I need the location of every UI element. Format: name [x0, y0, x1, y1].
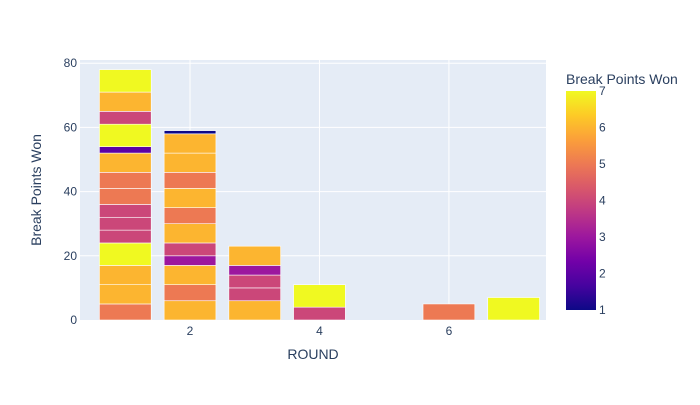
bar-segment-round-2: [163, 172, 217, 189]
colorbar-tick-label: 7: [599, 84, 606, 98]
y-tick-label: 0: [70, 313, 77, 327]
bar-segment-round-2: [163, 300, 217, 321]
colorbar-tick-label: 1: [599, 303, 606, 317]
bar-segment-round-1: [99, 172, 152, 189]
colorbar: [566, 91, 596, 310]
bar-segment-round-2: [163, 265, 217, 285]
y-tick-label: 80: [64, 56, 78, 70]
y-tick-label: 60: [64, 120, 78, 134]
x-tick-label: 2: [187, 324, 194, 338]
colorbar-tick-label: 3: [599, 230, 606, 244]
colorbar-tick-label: 2: [599, 267, 606, 281]
bar-segment-round-1: [99, 69, 152, 93]
bar-segment-round-2: [163, 133, 217, 154]
bar-segment-round-1: [99, 216, 152, 231]
bar-segment-round-2: [163, 223, 217, 244]
bar-segment-round-2: [163, 130, 217, 135]
x-axis-title: ROUND: [287, 346, 338, 362]
bar-segment-round-1: [99, 265, 152, 285]
x-tick-label: 6: [446, 324, 453, 338]
x-tick-label: 4: [316, 324, 323, 338]
y-tick-label: 40: [64, 185, 78, 199]
bar-segment-round-2: [163, 188, 217, 208]
bar-segment-round-1: [99, 111, 152, 125]
bar-segment-round-3: [228, 300, 281, 321]
bar-segment-round-1: [99, 188, 152, 205]
bar-segment-round-1: [99, 242, 152, 266]
bar-segment-round-6: [422, 303, 476, 321]
grid-lines: [80, 60, 546, 320]
bar-segment-round-2: [163, 207, 217, 225]
colorbar-tick-label: 4: [599, 194, 606, 208]
bar-segment-round-1: [99, 204, 152, 218]
x-axis-ticks: 2 4 6: [187, 324, 453, 338]
bar-segment-round-3: [228, 245, 281, 266]
bar-segment-round-4: [293, 306, 346, 321]
bar-segment-round-4: [293, 284, 346, 308]
bar-segment-round-1: [99, 303, 152, 321]
bar-segment-round-3: [228, 265, 281, 276]
colorbar-ticks: 1 2 3 4 5 6 7: [599, 84, 606, 317]
bar-segment-round-7: [487, 297, 540, 321]
bar-segment-round-1: [99, 152, 152, 173]
bar-segment-round-2: [163, 242, 217, 257]
y-axis-title: Break Points Won: [28, 134, 44, 246]
bar-segment-round-1: [99, 229, 152, 244]
bar-segment-round-1: [99, 146, 152, 154]
bar-segment-round-2: [163, 284, 217, 302]
bars: [99, 69, 540, 321]
bar-segment-round-3: [228, 274, 281, 289]
plot-background: [80, 60, 546, 320]
bar-segment-round-2: [163, 152, 217, 173]
colorbar-tick-label: 5: [599, 157, 606, 171]
colorbar-tick-label: 6: [599, 121, 606, 135]
y-tick-label: 20: [64, 249, 78, 263]
colorbar-title: Break Points Won: [566, 71, 678, 87]
bar-segment-round-2: [163, 255, 217, 266]
bar-segment-round-3: [228, 287, 281, 302]
y-axis-ticks: 0 20 40 60 80: [64, 56, 78, 327]
bar-segment-round-1: [99, 123, 152, 147]
bar-segment-round-1: [99, 284, 152, 305]
bar-segment-round-1: [99, 91, 152, 112]
